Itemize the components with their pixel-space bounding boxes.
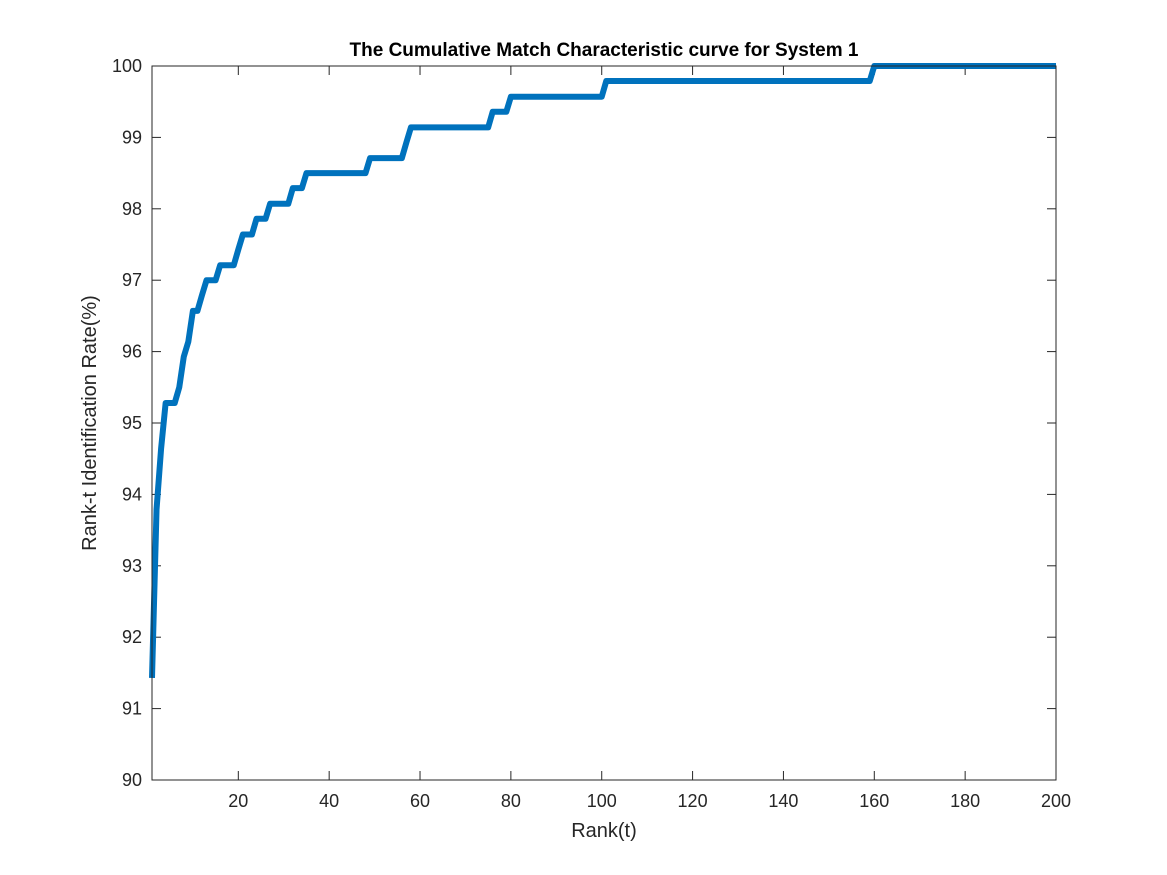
y-tick-label: 96 [122, 342, 142, 362]
axes-box [151, 65, 1057, 781]
y-tick-label: 91 [122, 699, 142, 719]
y-tick-label: 92 [122, 627, 142, 647]
x-tick-label: 40 [319, 791, 339, 811]
y-tick-label: 98 [122, 199, 142, 219]
x-tick-label: 160 [859, 791, 889, 811]
x-tick-label: 120 [678, 791, 708, 811]
x-tick-label: 180 [950, 791, 980, 811]
chart-title: The Cumulative Match Characteristic curv… [350, 40, 859, 61]
tick-group: 20 40 60 80 100 120 140 160 180 200 90 91 92 93 94 95 96… [112, 56, 1071, 811]
x-tick-label: 200 [1041, 791, 1071, 811]
x-axis-label: Rank(t) [571, 820, 637, 842]
y-tick-label: 90 [122, 770, 142, 790]
cmc-series-line [149, 63, 1056, 678]
x-tick-label: 20 [228, 791, 248, 811]
y-tick-label: 100 [112, 56, 142, 76]
x-tick-label: 100 [587, 791, 617, 811]
y-tick-label: 99 [122, 127, 142, 147]
y-tick-label: 93 [122, 556, 142, 576]
y-tick-label: 94 [122, 484, 142, 504]
y-axis-label: Rank-t Identification Rate(%) [79, 295, 101, 551]
x-tick-label: 80 [501, 791, 521, 811]
y-tick-label: 95 [122, 413, 142, 433]
plot-area [149, 63, 1056, 678]
y-tick-label: 97 [122, 270, 142, 290]
x-tick-label: 140 [768, 791, 798, 811]
x-tick-label: 60 [410, 791, 430, 811]
